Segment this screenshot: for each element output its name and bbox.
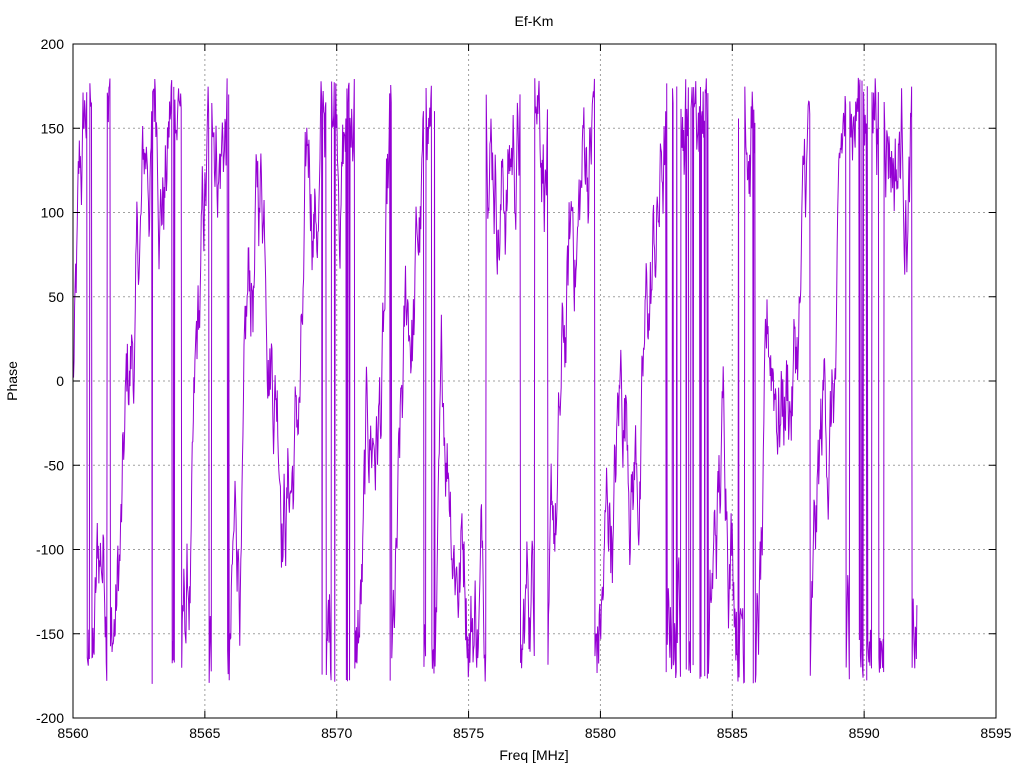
x-tick-label: 8560 (57, 725, 88, 741)
x-axis-label: Freq [MHz] (499, 747, 568, 763)
y-tick-label: 50 (48, 289, 64, 305)
series-group (72, 77, 918, 684)
x-tick-labels: 8560 8565 8570 8575 8580 8585 8590 8595 (57, 725, 1011, 741)
y-tick-label: -150 (36, 626, 64, 642)
tick-marks (72, 43, 997, 719)
y-axis-label: Phase (4, 361, 20, 401)
y-tick-label: -50 (44, 457, 64, 473)
x-tick-label: 8585 (717, 725, 748, 741)
x-tick-label: 8595 (980, 725, 1011, 741)
y-tick-label: -200 (36, 710, 64, 726)
phase-series-line (72, 77, 918, 684)
y-tick-label: -100 (36, 542, 64, 558)
x-tick-label: 8575 (453, 725, 484, 741)
x-tick-label: 8570 (321, 725, 352, 741)
y-tick-label: 0 (56, 373, 64, 389)
x-tick-label: 8590 (849, 725, 880, 741)
y-tick-label: 150 (41, 120, 65, 136)
x-tick-label: 8565 (189, 725, 220, 741)
chart-title: Ef-Km (515, 13, 554, 29)
y-tick-label: 100 (41, 205, 65, 221)
x-tick-label: 8580 (585, 725, 616, 741)
y-tick-labels: -200 -150 -100 -50 0 50 100 150 200 (36, 36, 64, 726)
y-tick-label: 200 (41, 36, 65, 52)
